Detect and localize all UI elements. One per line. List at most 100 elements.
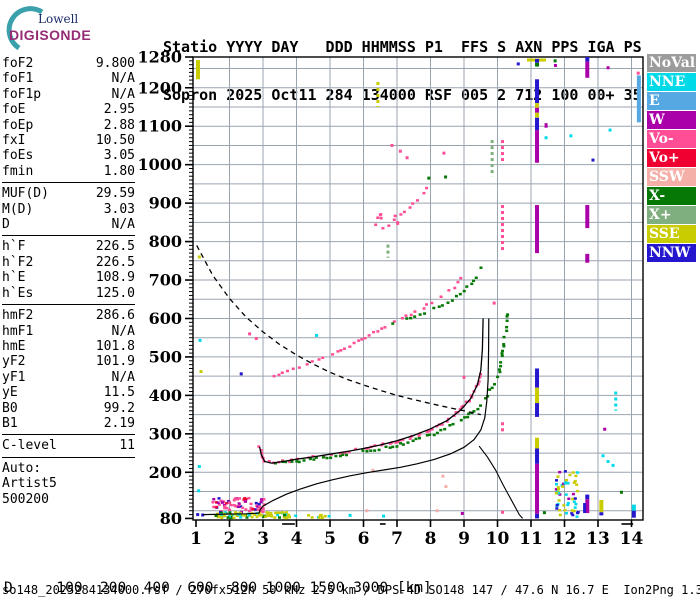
param-value: N/A (111, 86, 135, 102)
distance-row: D 100 200 400 600 800 1000 1500 3000 [km… (4, 580, 432, 596)
param-value: 226.5 (95, 254, 135, 270)
param-label: foF1p (2, 86, 42, 102)
param-label: fmin (2, 163, 34, 179)
legend-item-noval: NoVal (647, 54, 696, 72)
legend-item-w: W (647, 111, 696, 129)
panel-divider (2, 434, 135, 436)
param-row-foes: foEs 3.05 (2, 148, 135, 163)
panel-divider (2, 235, 135, 237)
header-field-values: Sopron 2025 Oct11 284 134000 RSF 005 2 7… (163, 86, 642, 104)
file-info-footer: so148_2025284134000.rsf / 270fx512h 50 k… (2, 583, 700, 597)
svg-text:700: 700 (149, 271, 182, 290)
param-row-yf2: yF2 101.9 (2, 354, 135, 369)
svg-text:1000: 1000 (137, 155, 182, 174)
param-row-he: h`E 108.9 (2, 270, 135, 285)
param-row-fof2: foF2 9.800 (2, 56, 135, 71)
param-label: foEs (2, 148, 34, 164)
param-label: 500200 (2, 491, 49, 507)
param-value: 29.59 (95, 186, 135, 202)
param-value: 2.88 (103, 117, 135, 133)
header-field-names: Statio YYYY DAY DDD HHMMSS P1 FFS S AXN … (163, 38, 642, 56)
param-value: 3.05 (103, 148, 135, 164)
legend-item-x: X+ (647, 206, 696, 224)
legend-item-vo: Vo+ (647, 149, 696, 167)
svg-text:1: 1 (190, 529, 202, 549)
svg-text:500: 500 (149, 347, 182, 366)
echo-direction-legend: NoVal NNE E W Vo- Vo+ SSW X- X+ SSE NNW (647, 54, 696, 263)
param-value: 10.50 (95, 133, 135, 149)
svg-text:400: 400 (149, 386, 182, 405)
param-row-hes: h`Es 125.0 (2, 286, 135, 301)
param-label: B0 (2, 400, 18, 416)
param-label: hmF1 (2, 323, 34, 339)
param-row-yf1: yF1 N/A (2, 370, 135, 385)
param-value: 1.80 (103, 163, 135, 179)
scaled-parameters-panel: foF2 9.800 foF1 N/A foF1p N/A foE 2.95 foEp 2.88 f… (2, 56, 135, 507)
param-label: foF1 (2, 71, 34, 87)
legend-item-x: X- (647, 187, 696, 205)
param-row-b1: B1 2.19 (2, 416, 135, 431)
param-label: Auto: (2, 460, 42, 476)
param-value: N/A (111, 323, 135, 339)
svg-text:2: 2 (224, 529, 236, 549)
param-row-hme: hmE 101.8 (2, 339, 135, 354)
svg-text:200: 200 (149, 463, 182, 482)
param-label: h`E (2, 270, 26, 286)
svg-text:800: 800 (149, 232, 182, 251)
param-label: hmF2 (2, 308, 34, 324)
param-label: foF2 (2, 56, 34, 71)
param-value: 99.2 (103, 400, 135, 416)
param-label: yE (2, 385, 18, 401)
svg-text:900: 900 (149, 194, 182, 213)
param-row-foe: foE 2.95 (2, 102, 135, 117)
param-label: h`Es (2, 285, 34, 301)
param-value: 286.6 (95, 308, 135, 324)
svg-text:5: 5 (324, 529, 336, 549)
svg-text:7: 7 (391, 529, 403, 549)
param-label: foEp (2, 117, 34, 133)
legend-item-e: E (647, 92, 696, 110)
legend-item-nnw: NNW (647, 244, 696, 262)
param-row-fxi: fxI 10.50 (2, 133, 135, 148)
svg-text:4: 4 (291, 529, 303, 549)
legend-item-vo: Vo- (647, 130, 696, 148)
param-row-clevel: C-level 11 (2, 438, 135, 453)
param-row-auto: Auto: (2, 461, 135, 476)
station-header: Statio YYYY DAY DDD HHMMSS P1 FFS S AXN … (163, 7, 642, 135)
param-row-mufd: MUF(D) 29.59 (2, 186, 135, 201)
param-label: C-level (2, 438, 57, 454)
param-row-fmin: fmin 1.80 (2, 164, 135, 179)
param-label: D (2, 217, 10, 233)
muf-table: D 100 200 400 600 800 1000 1500 3000 [km… (4, 548, 441, 600)
svg-text:6: 6 (358, 529, 370, 549)
param-label: yF1 (2, 369, 26, 385)
param-value: 108.9 (95, 270, 135, 286)
param-row-fof1p: foF1p N/A (2, 87, 135, 102)
param-value: 9.800 (95, 56, 135, 71)
svg-text:300: 300 (149, 424, 182, 443)
param-label: Artist5 (2, 476, 57, 492)
svg-text:8: 8 (425, 529, 437, 549)
param-value: N/A (111, 71, 135, 87)
svg-text:14: 14 (620, 529, 644, 549)
svg-text:3: 3 (257, 529, 269, 549)
param-row-hmf2: hmF2 286.6 (2, 308, 135, 323)
param-value: 101.9 (95, 354, 135, 370)
logo-arc-icon (6, 6, 44, 51)
param-label: yF2 (2, 354, 26, 370)
digisonde-logo: Lowell DIGISONDE (4, 4, 154, 51)
panel-divider (2, 456, 135, 458)
param-row-d: D N/A (2, 217, 135, 232)
param-value: 226.5 (95, 239, 135, 255)
legend-item-ssw: SSW (647, 168, 696, 186)
param-label: M(D) (2, 201, 34, 217)
param-row-ye: yE 11.5 (2, 385, 135, 400)
param-label: h`F (2, 239, 26, 255)
param-value: 2.95 (103, 102, 135, 118)
param-value: N/A (111, 217, 135, 233)
param-row-foep: foEp 2.88 (2, 118, 135, 133)
param-label: B1 (2, 415, 18, 431)
param-label: MUF(D) (2, 186, 49, 202)
param-label: foE (2, 102, 26, 118)
